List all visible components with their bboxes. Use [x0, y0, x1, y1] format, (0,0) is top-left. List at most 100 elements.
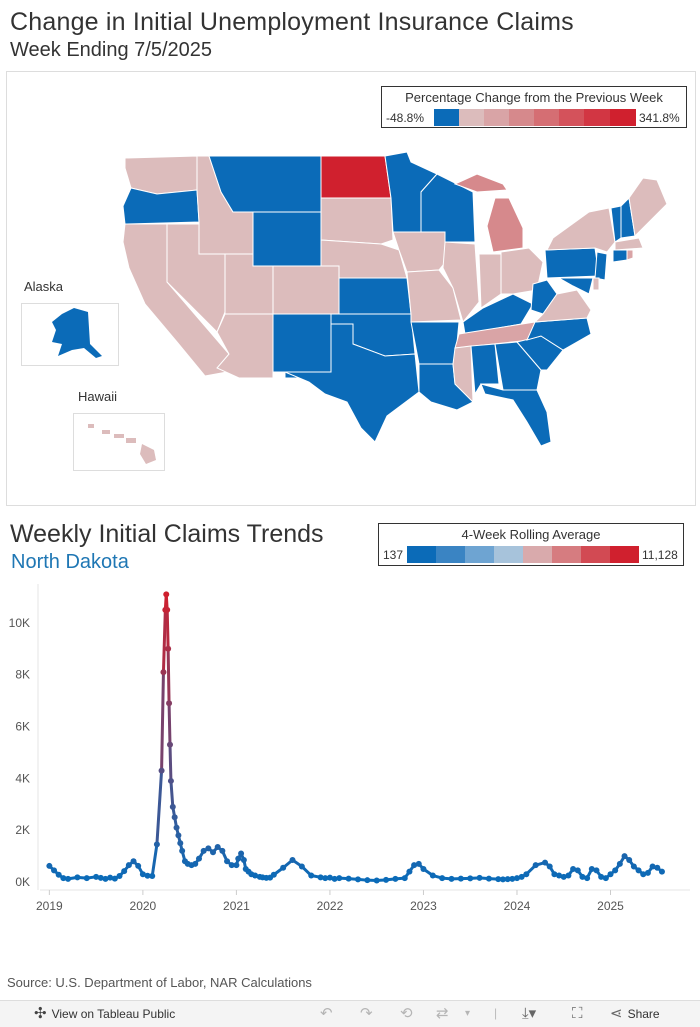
data-point[interactable] — [135, 862, 142, 869]
data-point[interactable] — [200, 847, 207, 854]
hawaii-inset[interactable] — [73, 413, 165, 471]
share-button[interactable]: ⋖ Share — [610, 1006, 660, 1021]
data-point[interactable] — [210, 849, 217, 856]
data-point[interactable] — [345, 875, 352, 882]
data-point[interactable] — [65, 875, 72, 882]
data-point[interactable] — [373, 877, 380, 884]
data-point[interactable] — [97, 874, 104, 881]
data-point[interactable] — [649, 863, 656, 870]
data-point[interactable] — [164, 606, 171, 613]
data-point[interactable] — [532, 862, 539, 869]
data-point[interactable] — [167, 741, 173, 748]
data-point[interactable] — [579, 873, 586, 880]
data-point[interactable] — [93, 873, 100, 880]
data-point[interactable] — [298, 863, 305, 870]
refresh-icon[interactable]: ⇄ — [436, 1005, 449, 1022]
data-point[interactable] — [121, 868, 128, 875]
fullscreen-icon[interactable]: ⛶ — [572, 1005, 583, 1022]
state-maryland[interactable] — [557, 277, 594, 295]
data-point[interactable] — [240, 856, 247, 863]
data-point[interactable] — [439, 875, 446, 882]
data-point[interactable] — [546, 863, 553, 870]
data-point[interactable] — [499, 876, 506, 883]
data-point[interactable] — [630, 863, 637, 870]
data-point[interactable] — [322, 875, 329, 882]
data-point[interactable] — [233, 862, 240, 869]
data-point[interactable] — [504, 876, 511, 883]
data-point[interactable] — [214, 844, 221, 851]
data-point[interactable] — [415, 860, 422, 867]
state-delaware[interactable] — [592, 277, 600, 291]
data-point[interactable] — [317, 874, 324, 881]
data-point[interactable] — [228, 862, 235, 869]
data-point[interactable] — [139, 871, 146, 878]
data-point[interactable] — [125, 862, 132, 869]
data-point[interactable] — [457, 875, 464, 882]
state-mississippi[interactable] — [452, 345, 474, 404]
data-point[interactable] — [46, 862, 53, 869]
data-point[interactable] — [551, 871, 558, 878]
data-point[interactable] — [175, 832, 182, 839]
data-point[interactable] — [252, 872, 259, 879]
state-missouri[interactable] — [406, 269, 462, 323]
data-point[interactable] — [570, 866, 577, 873]
data-point[interactable] — [406, 868, 413, 875]
data-point[interactable] — [60, 875, 67, 882]
data-point[interactable] — [626, 856, 633, 863]
state-michigan-upper[interactable] — [453, 173, 508, 193]
data-point[interactable] — [55, 871, 62, 878]
download-icon[interactable]: ⤓▾ — [522, 1005, 537, 1022]
data-point[interactable] — [448, 875, 455, 882]
data-point[interactable] — [167, 777, 174, 784]
data-point[interactable] — [518, 873, 525, 880]
data-point[interactable] — [107, 874, 114, 881]
undo-icon[interactable]: ↶ — [320, 1005, 333, 1022]
data-point[interactable] — [411, 862, 418, 869]
data-point[interactable] — [354, 876, 361, 883]
data-point[interactable] — [153, 841, 160, 848]
state-washington[interactable] — [124, 155, 198, 195]
data-point[interactable] — [83, 875, 90, 882]
data-point[interactable] — [420, 866, 427, 873]
state-new-mexico[interactable] — [272, 313, 332, 379]
data-point[interactable] — [635, 867, 642, 874]
data-point[interactable] — [280, 864, 287, 871]
data-point[interactable] — [235, 855, 242, 862]
data-point[interactable] — [602, 875, 609, 882]
pause-dropdown-icon[interactable]: ▾ — [465, 1008, 471, 1019]
state-arkansas[interactable] — [410, 321, 460, 365]
alaska-inset[interactable] — [21, 303, 119, 366]
state-oregon[interactable] — [122, 187, 200, 225]
redo-icon[interactable]: ↷ — [360, 1005, 373, 1022]
data-point[interactable] — [658, 868, 665, 875]
data-point[interactable] — [616, 860, 623, 867]
state-florida[interactable] — [480, 383, 552, 447]
data-point[interactable] — [509, 875, 516, 882]
data-point[interactable] — [383, 876, 390, 883]
data-point[interactable] — [331, 875, 338, 882]
data-point[interactable] — [612, 867, 619, 874]
data-point[interactable] — [51, 867, 58, 874]
state-arizona[interactable] — [216, 313, 274, 379]
data-point[interactable] — [485, 875, 492, 882]
data-point[interactable] — [476, 874, 483, 881]
trend-line-chart[interactable]: 0K 2K 4K 6K 8K 10K 2019 2020 2021 2022 2023 2024 20… — [0, 578, 700, 918]
state-rhode-island[interactable] — [626, 249, 634, 261]
data-point[interactable] — [102, 875, 109, 882]
data-point[interactable] — [116, 873, 123, 880]
data-point[interactable] — [326, 874, 333, 881]
data-point[interactable] — [173, 824, 180, 831]
us-choropleth-map[interactable] — [7, 72, 695, 505]
data-point[interactable] — [111, 875, 118, 882]
data-point[interactable] — [195, 855, 202, 862]
data-point[interactable] — [165, 645, 172, 652]
data-point[interactable] — [560, 873, 567, 880]
data-point[interactable] — [238, 850, 245, 857]
state-kansas[interactable] — [338, 277, 412, 315]
state-new-york[interactable] — [546, 207, 616, 253]
data-point[interactable] — [166, 700, 173, 707]
state-hawaii[interactable] — [88, 424, 156, 464]
data-point[interactable] — [179, 847, 186, 854]
data-point[interactable] — [158, 767, 165, 774]
state-michigan[interactable] — [486, 197, 524, 253]
